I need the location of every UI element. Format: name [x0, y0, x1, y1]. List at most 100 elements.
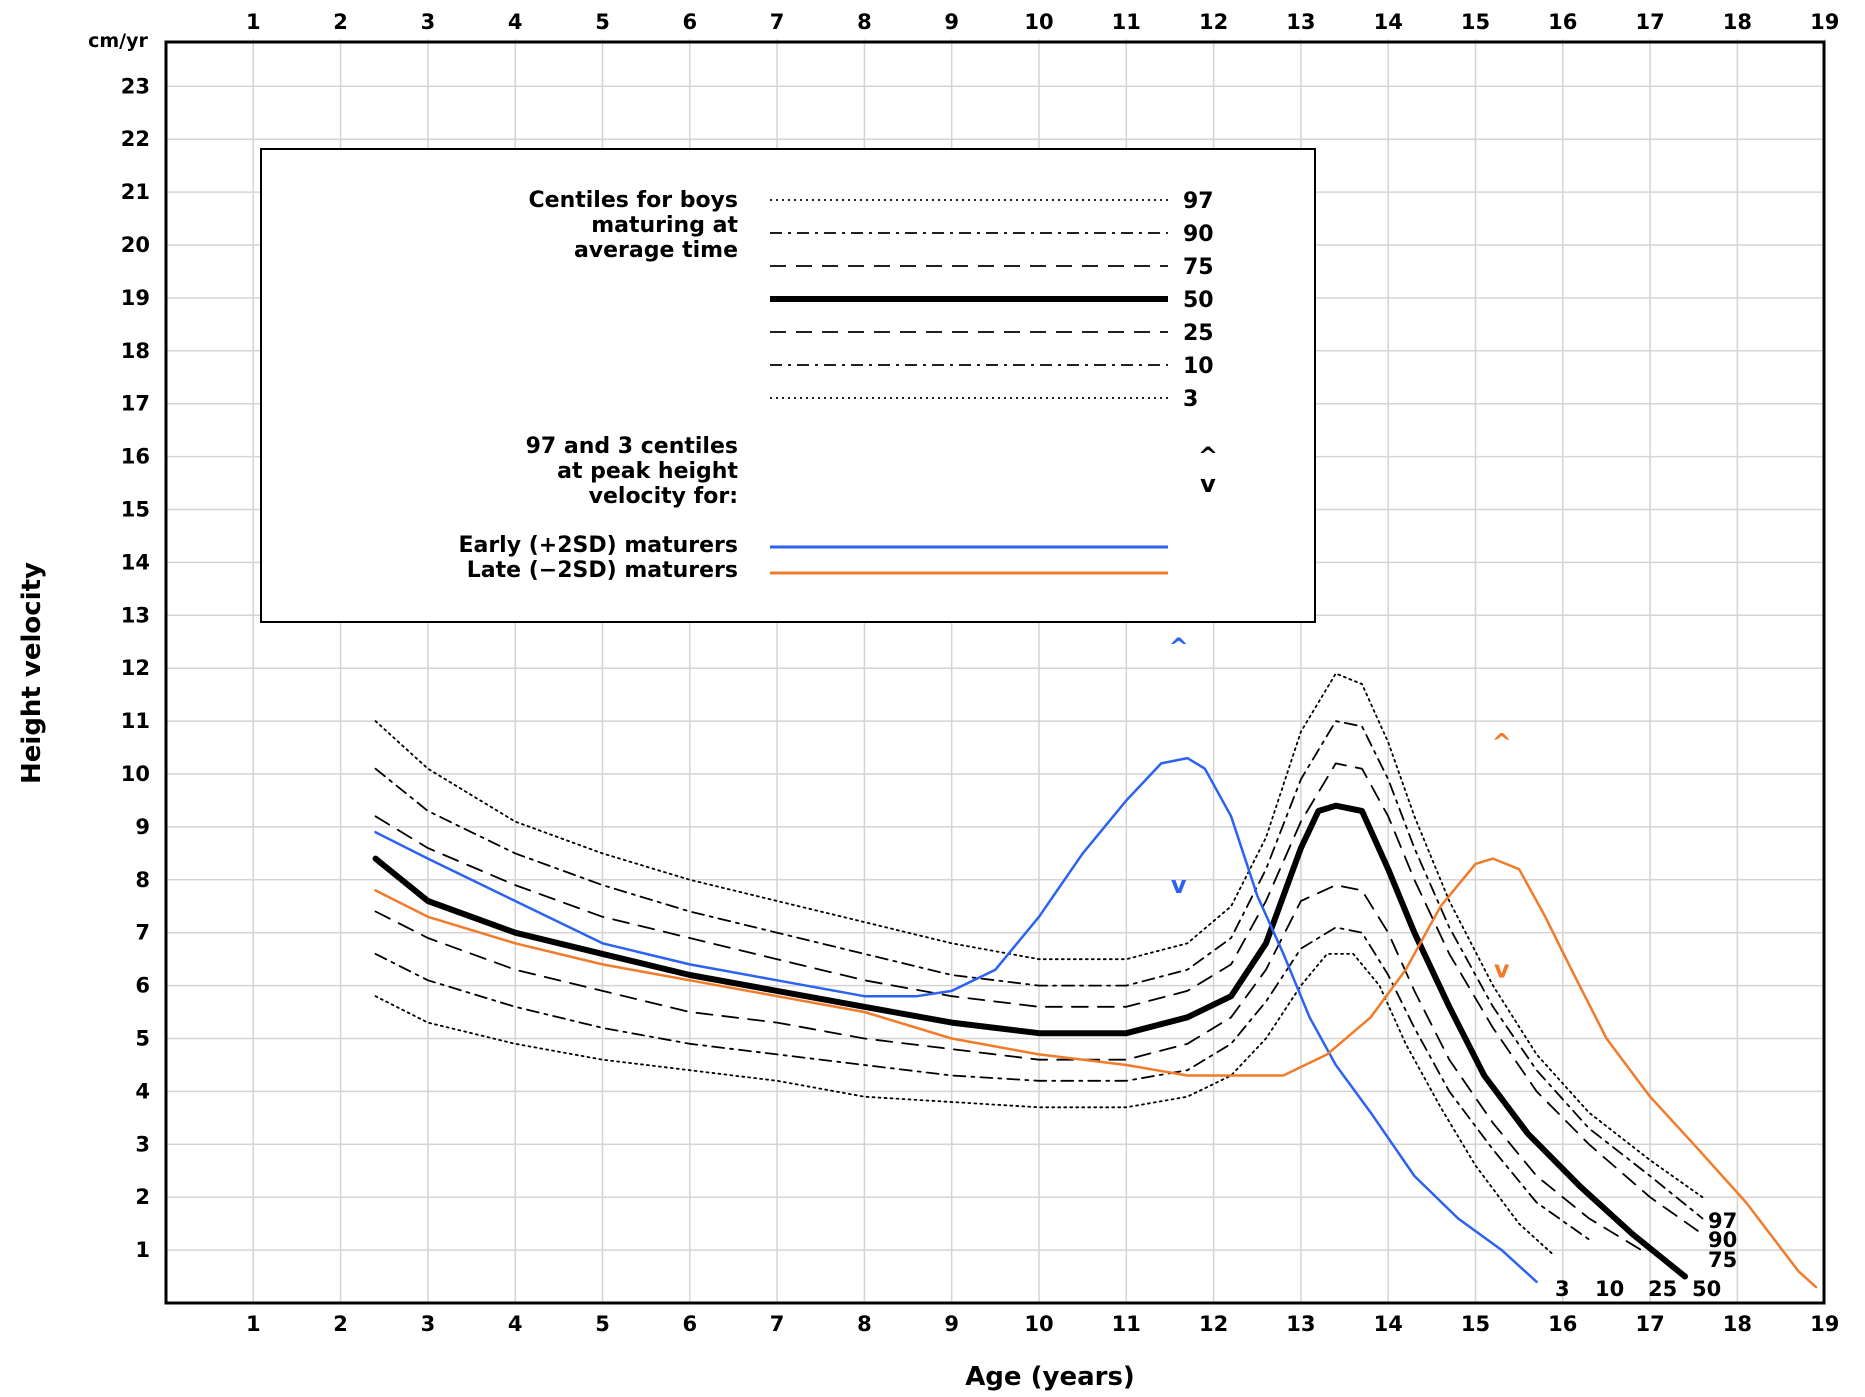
- peak-marker: v: [1494, 956, 1510, 984]
- x-tick-label-top: 2: [333, 10, 348, 34]
- x-tick-label-bottom: 17: [1635, 1312, 1664, 1336]
- peak-marker: ^: [1169, 633, 1189, 661]
- series-line-early-2sd-maturers: [374, 756, 1538, 1284]
- x-tick-label-top: 16: [1548, 10, 1577, 34]
- x-tick-label-top: 15: [1461, 10, 1490, 34]
- legend-centile-label: 50: [1183, 288, 1214, 313]
- legend-peak-up-symbol: ^: [1198, 442, 1218, 470]
- y-tick-label: 19: [121, 286, 150, 310]
- y-tick-label: 11: [121, 709, 150, 733]
- x-tick-label-bottom: 10: [1024, 1312, 1053, 1336]
- legend-late-label: Late (−2SD) maturers: [467, 558, 738, 583]
- x-tick-label-top: 1: [246, 10, 261, 34]
- x-tick-label-top: 7: [770, 10, 785, 34]
- y-tick-label: 15: [121, 498, 150, 522]
- legend-centile-label: 10: [1183, 354, 1214, 379]
- legend: Centiles for boys maturing at average ti…: [260, 148, 1316, 623]
- x-tick-label-bottom: 3: [421, 1312, 436, 1336]
- x-tick-label-bottom: 2: [333, 1312, 348, 1336]
- y-tick-label: 1: [135, 1238, 150, 1262]
- y-unit-label: cm/yr: [88, 30, 148, 52]
- x-tick-label-bottom: 9: [944, 1312, 959, 1336]
- y-tick-label: 6: [135, 974, 150, 998]
- series-line-late-2sd-maturers: [374, 857, 1818, 1289]
- y-tick-label: 8: [135, 868, 150, 892]
- x-tick-label-bottom: 18: [1723, 1312, 1752, 1336]
- end-label-bottom: 25: [1648, 1277, 1677, 1301]
- end-label-bottom: 50: [1692, 1277, 1721, 1301]
- end-label-bottom: 3: [1555, 1277, 1570, 1301]
- series-layer: [372, 672, 1818, 1289]
- series-line-10: [374, 926, 1590, 1241]
- legend-peak-line-3: velocity for:: [589, 484, 738, 509]
- legend-centile-label: 25: [1183, 321, 1214, 346]
- y-tick-label: 2: [135, 1185, 150, 1209]
- x-tick-label-top: 8: [857, 10, 872, 34]
- y-tick-label: 7: [135, 921, 150, 945]
- x-tick-label-top: 4: [508, 10, 523, 34]
- end-label-bottom: 10: [1595, 1277, 1624, 1301]
- legend-box: [260, 148, 1316, 623]
- top-x-tick-labels: 1 2 3 4 5 6 7 8 9 10 11 12 13 14 15 16 17 18 19: [246, 10, 1839, 34]
- y-tick-label: 4: [135, 1079, 150, 1103]
- peak-marker: v: [1171, 871, 1187, 899]
- x-tick-label-top: 10: [1024, 10, 1053, 34]
- y-tick-label: 17: [121, 392, 150, 416]
- x-tick-label-bottom: 11: [1112, 1312, 1141, 1336]
- legend-peak-line-2: at peak height: [557, 459, 738, 484]
- x-tick-label-top: 12: [1199, 10, 1228, 34]
- y-tick-label: 9: [135, 815, 150, 839]
- y-tick-label: 22: [121, 127, 150, 151]
- legend-title-line-3: average time: [574, 238, 738, 263]
- peak-marker: ^: [1492, 728, 1512, 756]
- x-tick-label-bottom: 19: [1810, 1312, 1839, 1336]
- x-tick-label-bottom: 16: [1548, 1312, 1577, 1336]
- legend-centile-label: 75: [1183, 255, 1214, 280]
- x-tick-label-bottom: 8: [857, 1312, 872, 1336]
- x-tick-label-top: 14: [1374, 10, 1403, 34]
- x-tick-label-top: 11: [1112, 10, 1141, 34]
- legend-title-line-1: Centiles for boys: [529, 188, 739, 213]
- end-label-right: 90: [1708, 1228, 1737, 1252]
- y-tick-label: 18: [121, 339, 150, 363]
- series-line-3: [374, 953, 1555, 1257]
- y-tick-label: 3: [135, 1132, 150, 1156]
- legend-early-label: Early (+2SD) maturers: [458, 533, 738, 558]
- y-tick-label: 5: [135, 1027, 150, 1051]
- end-label-right: 97: [1708, 1209, 1737, 1233]
- x-tick-label-top: 13: [1286, 10, 1315, 34]
- end-label-right: 75: [1708, 1248, 1737, 1272]
- x-tick-label-bottom: 6: [682, 1312, 697, 1336]
- y-tick-label: 12: [121, 656, 150, 680]
- y-tick-label: 21: [121, 180, 150, 204]
- x-tick-label-top: 5: [595, 10, 610, 34]
- y-tick-label: 16: [121, 445, 150, 469]
- x-tick-label-bottom: 12: [1199, 1312, 1228, 1336]
- y-tick-label: 23: [121, 74, 150, 98]
- x-tick-label-bottom: 4: [508, 1312, 523, 1336]
- y-tick-label: 14: [121, 550, 150, 574]
- x-tick-label-top: 6: [682, 10, 697, 34]
- x-tick-label-bottom: 14: [1374, 1312, 1403, 1336]
- x-axis-label: Age (years): [965, 1362, 1135, 1392]
- x-tick-label-bottom: 15: [1461, 1312, 1490, 1336]
- x-tick-label-top: 18: [1723, 10, 1752, 34]
- x-tick-label-bottom: 13: [1286, 1312, 1315, 1336]
- x-tick-label-bottom: 1: [246, 1312, 261, 1336]
- series-line-90: [374, 720, 1704, 1220]
- y-tick-label: 20: [121, 233, 150, 257]
- x-tick-label-top: 9: [944, 10, 959, 34]
- x-tick-label-top: 17: [1635, 10, 1664, 34]
- series-line-50: [372, 802, 1688, 1280]
- peak-markers: ^ v ^ v: [1169, 633, 1512, 984]
- legend-title-line-2: maturing at: [591, 213, 738, 238]
- legend-centile-label: 97: [1183, 189, 1214, 214]
- x-tick-label-bottom: 5: [595, 1312, 610, 1336]
- y-tick-label: 13: [121, 603, 150, 627]
- series-line-75: [374, 762, 1704, 1236]
- series-line-25: [374, 884, 1643, 1251]
- y-axis-label: Height velocity: [17, 562, 47, 784]
